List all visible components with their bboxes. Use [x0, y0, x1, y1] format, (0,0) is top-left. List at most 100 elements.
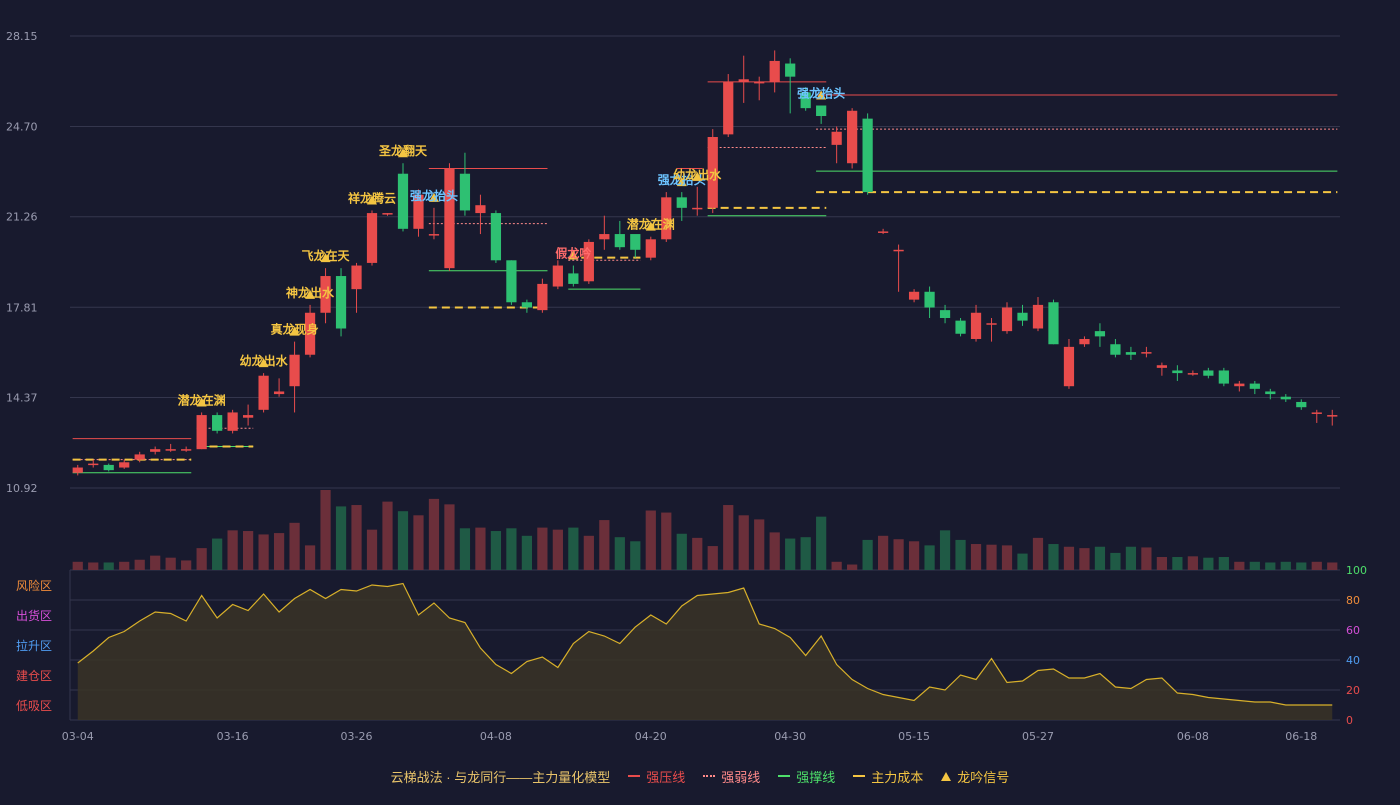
- volume-bar: [676, 533, 687, 570]
- signal-label: 强龙抬头: [797, 86, 845, 101]
- candle-body: [475, 205, 486, 214]
- volume-bar: [1296, 562, 1307, 570]
- volume-bar: [1187, 556, 1198, 570]
- candle-body: [754, 81, 765, 84]
- volume-bar: [521, 535, 533, 570]
- volume-bar: [707, 546, 718, 570]
- candle-body: [1296, 401, 1307, 408]
- volume-bar: [847, 564, 858, 570]
- signal-triangle: [305, 289, 316, 299]
- volume-bar: [831, 561, 842, 570]
- signal-label: 幼龙出水: [240, 353, 289, 368]
- volume-bar: [258, 534, 269, 570]
- candle-body: [397, 173, 409, 229]
- volume-bar: [1218, 557, 1229, 570]
- volume-bar: [1048, 544, 1059, 570]
- candle-body: [521, 302, 533, 308]
- volume-bar: [645, 510, 656, 570]
- candle-body: [258, 375, 269, 410]
- volume-bar: [599, 520, 610, 570]
- volume-bar: [119, 561, 130, 570]
- candle-body: [242, 415, 254, 418]
- candle-body: [1001, 307, 1013, 332]
- legend-item-strong-support[interactable]: 强撑线: [778, 767, 835, 786]
- volume-bar: [413, 515, 424, 570]
- volume-bar: [816, 516, 827, 570]
- volume-bar: [1079, 548, 1090, 570]
- candle-body: [862, 118, 873, 193]
- volume-bar: [970, 544, 982, 570]
- candle-body: [227, 412, 238, 431]
- candle-body: [366, 213, 378, 263]
- y-tick-label: 14.37: [6, 391, 38, 404]
- volume-bar: [1280, 561, 1291, 570]
- legend-swatch-strong-support: [778, 775, 791, 777]
- volume-bar: [196, 548, 207, 570]
- signal-label: 神龙出水: [286, 285, 335, 300]
- candle-body: [212, 415, 223, 431]
- legend-item-main-cost[interactable]: 主力成本: [853, 767, 923, 786]
- x-tick-label: 03-26: [341, 730, 373, 743]
- volume-bar: [785, 538, 796, 570]
- volume-bar: [583, 535, 594, 570]
- candle-body: [103, 464, 114, 471]
- volume-bar: [506, 528, 517, 570]
- candle-body: [444, 168, 455, 269]
- legend-item-strength-line[interactable]: 强弱线: [703, 767, 760, 786]
- oscillator-area: [77, 583, 1333, 720]
- legend-item-dragon-signal[interactable]: 龙吟信号: [941, 767, 1009, 786]
- volume-bar: [1327, 562, 1338, 570]
- volume-bar: [1125, 546, 1137, 570]
- zone-label: 低吸区: [16, 699, 52, 713]
- candle-body: [1327, 415, 1338, 417]
- signal-triangle: [367, 195, 378, 205]
- zone-label: 建仓区: [16, 669, 52, 683]
- candle-body: [382, 213, 393, 215]
- candle-body: [335, 276, 347, 329]
- signal-triangle: [692, 171, 703, 181]
- volume-bar: [986, 544, 997, 570]
- volume-bar: [428, 498, 440, 570]
- zone-label: 拉升区: [16, 638, 52, 653]
- candle-body: [72, 467, 83, 473]
- volume-bar: [1156, 557, 1168, 570]
- candle-body: [1125, 352, 1137, 355]
- candle-body: [1110, 344, 1121, 355]
- candle-body: [738, 79, 749, 82]
- volume-bar: [1094, 546, 1106, 570]
- volume-bar: [1265, 562, 1276, 570]
- candle-body: [150, 449, 161, 452]
- candle-body: [273, 391, 285, 395]
- legend-swatch-strong-resistance: [628, 775, 641, 777]
- signal-label: 飞龙在天: [302, 248, 351, 263]
- candle-body: [1234, 383, 1245, 387]
- volume-bar: [72, 561, 83, 570]
- candle-body: [1172, 370, 1183, 374]
- volume-bar: [165, 557, 176, 570]
- candle-body: [506, 260, 517, 303]
- candle-body: [289, 354, 300, 387]
- candle-body: [1311, 412, 1322, 414]
- volume-bar: [1032, 537, 1044, 570]
- volume-bar: [475, 527, 486, 570]
- candle-body: [970, 312, 982, 339]
- volume-bar: [134, 559, 145, 570]
- volume-bar: [1110, 552, 1121, 570]
- candle-body: [428, 234, 440, 236]
- candle-body: [599, 234, 610, 240]
- signal-triangle: [320, 253, 331, 263]
- candle-body: [847, 110, 858, 164]
- osc-tick-label: 60: [1346, 624, 1360, 637]
- x-tick-label: 05-27: [1022, 730, 1054, 743]
- x-tick-label: 03-16: [217, 730, 249, 743]
- volume-bar: [630, 541, 641, 570]
- legend-item-strong-resistance[interactable]: 强压线: [628, 767, 685, 786]
- volume-bar: [552, 529, 563, 570]
- volume-bar: [304, 545, 316, 570]
- signal-label: 潜龙在渊: [178, 392, 226, 407]
- volume-bar: [150, 555, 161, 570]
- signal-label: 潜龙在渊: [627, 217, 675, 232]
- osc-tick-label: 40: [1346, 654, 1360, 667]
